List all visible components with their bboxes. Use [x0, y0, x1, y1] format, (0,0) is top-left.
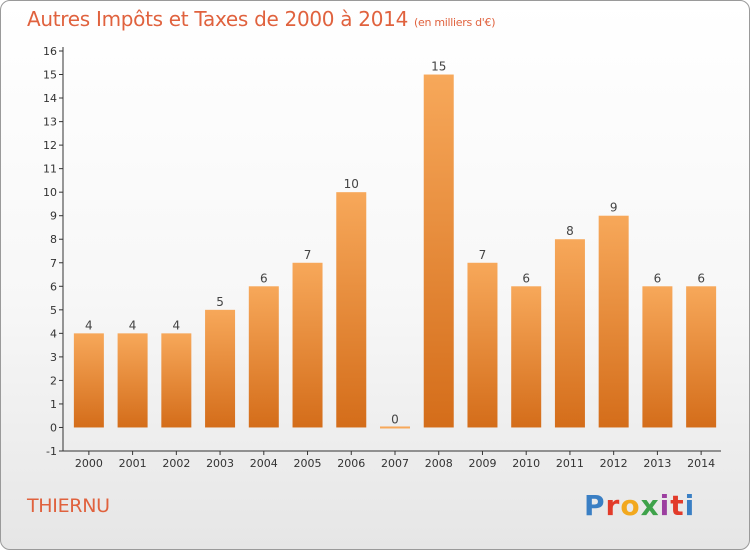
y-tick-label: 14	[43, 92, 57, 105]
x-tick-label: 2004	[250, 457, 278, 470]
data-label: 6	[654, 271, 662, 285]
bar[interactable]	[292, 262, 323, 428]
x-tick-label: 2000	[75, 457, 103, 470]
x-tick-label: 2012	[600, 457, 628, 470]
bar[interactable]	[380, 426, 410, 429]
chart-title: Autres Impôts et Taxes de 2000 à 2014 (en…	[27, 7, 495, 31]
logo-letter: r	[605, 489, 621, 522]
logo-letter: t	[670, 489, 685, 522]
data-label: 7	[304, 248, 312, 262]
y-tick-label: 8	[50, 233, 57, 246]
data-label: 4	[85, 318, 93, 332]
y-tick-label: 13	[43, 116, 57, 129]
bar[interactable]	[511, 286, 542, 428]
data-label: 4	[173, 318, 181, 332]
y-tick-label: 6	[50, 280, 57, 293]
bar[interactable]	[642, 286, 673, 428]
data-label: 8	[566, 224, 574, 238]
data-label: 0	[391, 412, 399, 426]
y-tick-label: 2	[50, 374, 57, 387]
x-tick-label: 2010	[512, 457, 540, 470]
bar[interactable]	[117, 333, 148, 428]
data-label: 15	[431, 60, 446, 74]
x-tick-label: 2007	[381, 457, 409, 470]
bar[interactable]	[598, 215, 629, 428]
x-tick-label: 2002	[162, 457, 190, 470]
y-tick-label: 11	[43, 163, 57, 176]
y-tick-label: 9	[50, 210, 57, 223]
x-tick-label: 2008	[425, 457, 453, 470]
y-tick-label: 12	[43, 139, 57, 152]
bar[interactable]	[554, 239, 585, 428]
logo-letter: x	[640, 489, 660, 522]
bar[interactable]	[248, 286, 279, 428]
y-tick-label: 4	[50, 327, 57, 340]
chart-unit: (en milliers d'€)	[414, 16, 496, 29]
data-label: 4	[129, 318, 137, 332]
y-tick-label: 16	[43, 45, 57, 58]
y-tick-label: 1	[50, 398, 57, 411]
data-label-layer: 4 4 4 5 6 7 10 0 15 7 6 8 9 6 6	[85, 60, 705, 427]
data-label: 5	[216, 295, 224, 309]
logo-letter: P	[584, 489, 606, 522]
logo-letter: i	[684, 489, 696, 522]
x-tick-label: 2001	[119, 457, 147, 470]
bar[interactable]	[467, 262, 498, 428]
bar[interactable]	[205, 309, 236, 428]
bar-layer	[73, 74, 717, 429]
bar[interactable]	[686, 286, 717, 428]
data-label: 9	[610, 201, 618, 215]
logo-letter: o	[620, 489, 641, 522]
y-tick-label: -1	[46, 445, 57, 458]
data-label: 6	[522, 271, 530, 285]
logo-letter: i	[659, 489, 671, 522]
data-label: 6	[260, 271, 268, 285]
bar[interactable]	[336, 192, 367, 428]
place-name: THIERNU	[27, 495, 110, 517]
proxiti-logo[interactable]: Proxiti	[584, 489, 695, 522]
data-label: 10	[344, 177, 359, 191]
bar[interactable]	[73, 333, 104, 428]
x-tick-label: 2011	[556, 457, 584, 470]
x-tick-label: 2013	[643, 457, 671, 470]
y-tick-label: 3	[50, 351, 57, 364]
bar[interactable]	[423, 74, 454, 428]
x-tick-label: 2009	[468, 457, 496, 470]
x-tick-label: 2014	[687, 457, 715, 470]
y-tick-label: 7	[50, 257, 57, 270]
data-label: 6	[697, 271, 705, 285]
data-label: 7	[479, 248, 487, 262]
x-tick-label: 2006	[337, 457, 365, 470]
y-tick-label: 15	[43, 69, 57, 82]
y-tick-label: 0	[50, 421, 57, 434]
y-tick-label: 5	[50, 304, 57, 317]
bar[interactable]	[161, 333, 192, 428]
y-tick-label: 10	[43, 186, 57, 199]
x-tick-label: 2005	[294, 457, 322, 470]
x-tick-label: 2003	[206, 457, 234, 470]
chart-title-text: Autres Impôts et Taxes de 2000 à 2014	[27, 7, 408, 31]
